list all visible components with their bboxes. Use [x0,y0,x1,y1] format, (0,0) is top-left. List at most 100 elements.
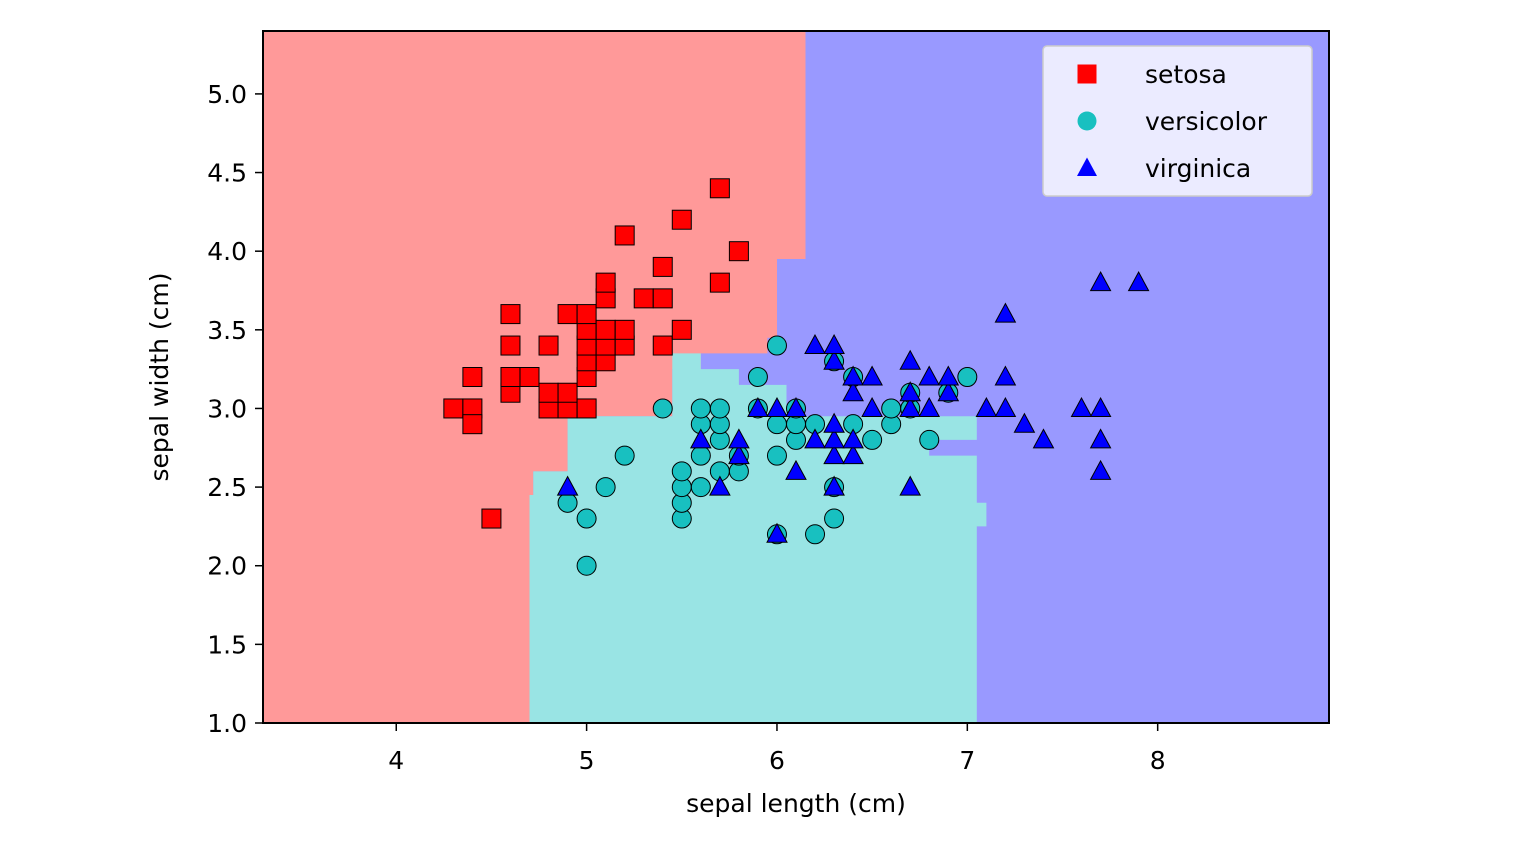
virginica-point [804,428,826,449]
setosa-point [652,335,673,356]
versicolor-point [690,398,711,419]
data-points [443,178,1150,576]
x-tick-label: 8 [1150,746,1166,775]
setosa-point [595,319,616,340]
setosa-point [671,209,692,230]
x-axis: 4 5 6 7 8 [388,723,1166,775]
versicolor-point [671,461,692,482]
virginica-point [899,396,922,417]
legend-marker-virginica [1077,157,1097,176]
setosa-point [595,272,616,293]
virginica-point [842,428,864,449]
virginica-point [918,396,941,417]
setosa-point [500,304,521,325]
virginica-point [709,475,731,496]
setosa-point [614,319,635,340]
x-tick-label: 4 [388,746,404,775]
setosa-point [462,414,483,435]
setosa-point [557,382,578,403]
virginica-point [1089,428,1112,449]
y-tick-label: 3.5 [207,316,247,345]
virginica-point [842,444,864,465]
virginica-point [842,381,864,402]
versicolor-point [805,524,826,545]
virginica-point [804,333,826,354]
x-axis-label: sepal length (cm) [686,789,906,818]
virginica-point [785,396,807,417]
virginica-point [899,381,922,402]
versicolor-point [576,508,597,529]
setosa-point [443,398,464,419]
versicolor-point [595,477,616,498]
setosa-point [481,508,502,529]
legend-label-virginica: virginica [1145,154,1251,183]
legend-marker-versicolor [1077,111,1097,131]
setosa-point [500,335,521,356]
setosa-point [576,304,597,325]
virginica-point [937,381,960,402]
versicolor-point [766,335,787,356]
versicolor-point [747,367,768,387]
setosa-point [652,256,673,277]
y-tick-label: 5.0 [207,80,247,109]
versicolor-point [576,555,597,576]
virginica-point [994,396,1017,417]
virginica-point [899,475,922,496]
virginica-point [823,349,845,370]
versicolor-point [614,445,635,466]
y-tick-label: 4.5 [207,159,247,188]
virginica-point [861,396,883,417]
virginica-point [975,396,998,417]
setosa-point [462,367,483,387]
setosa-point [519,367,540,387]
virginica-point [785,459,807,480]
virginica-point [1089,271,1112,292]
virginica-point [823,444,845,465]
virginica-point [823,428,845,449]
setosa-point [709,178,730,199]
setosa-point [576,398,597,419]
series-setosa [443,178,749,529]
virginica-point [747,396,769,417]
virginica-point [1089,396,1112,417]
y-tick-label: 4.0 [207,237,247,266]
setosa-point [728,241,749,262]
y-tick-label: 1.5 [207,630,247,659]
virginica-point [823,412,845,433]
versicolor-point [862,429,883,450]
legend-item-versicolor: versicolor [1077,107,1268,136]
virginica-point [1127,271,1150,292]
virginica-point [823,333,845,354]
setosa-point [538,335,559,356]
legend-label-versicolor: versicolor [1145,107,1268,136]
setosa-point [633,288,654,309]
virginica-point [728,428,750,449]
versicolor-point [690,445,711,466]
plot-frame [262,30,1330,724]
versicolor-point [766,445,787,466]
virginica-point [842,365,864,386]
virginica-point [899,349,922,370]
setosa-point [500,367,521,387]
versicolor-point [766,414,787,435]
versicolor-point [557,492,578,513]
virginica-point [689,428,712,449]
virginica-point [994,302,1017,323]
y-tick-label: 2.0 [207,552,247,581]
virginica-point [994,365,1017,386]
y-tick-label: 1.0 [207,709,247,738]
setosa-point [538,382,559,403]
setosa-point [614,225,635,246]
virginica-point [1070,396,1093,417]
x-tick-label: 5 [579,746,595,775]
legend-item-setosa: setosa [1077,60,1227,89]
virginica-point [1032,428,1055,449]
versicolor-point [919,429,940,450]
versicolor-point [957,367,978,387]
virginica-point [556,475,579,496]
series-virginica [556,271,1150,543]
setosa-point [652,288,673,309]
virginica-point [1089,459,1112,480]
virginica-point [766,522,788,543]
